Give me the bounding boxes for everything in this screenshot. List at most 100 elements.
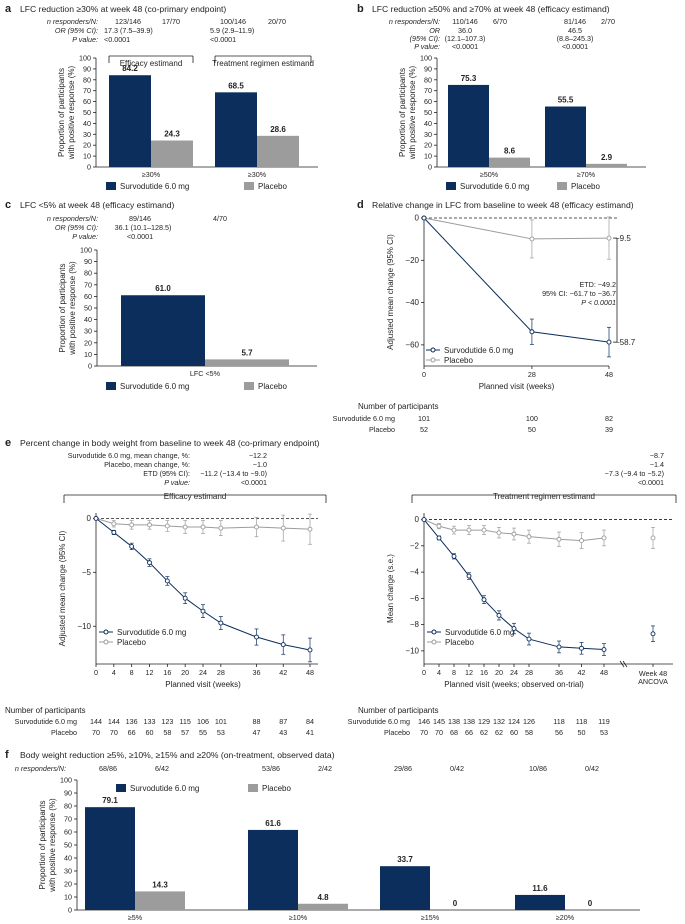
y-tick-label-a: 80 [83, 75, 91, 84]
data-point-survodutide-e-left [111, 529, 117, 535]
participants-count-e-left: 47 [253, 728, 261, 737]
participants-count-e-left: 115 [179, 717, 190, 726]
x-category-label-f: ≥15% [421, 913, 440, 922]
stat-f-responders-placebo: 0/42 [450, 764, 464, 773]
x-tick-label-e-left: 48 [306, 668, 314, 677]
x-axis-title-d: Planned visit (weeks) [479, 382, 555, 391]
participants-count-e-right: 132 [493, 717, 505, 726]
stat-f-responders-drug: 53/86 [262, 764, 280, 773]
bar-survodutide-b [448, 84, 489, 167]
x-category-label-b: ≥50% [480, 170, 499, 179]
panel-letter-b: b [357, 3, 364, 15]
x-category-label-f: ≥20% [556, 913, 575, 922]
x-category-label-a: ≥30% [248, 170, 267, 179]
legend-swatch-placebo [557, 182, 567, 190]
stat-row-label-c: n responders/N: [47, 214, 98, 223]
data-point-survodutide-e-left [129, 543, 135, 549]
participants-count-e-right: 70 [435, 728, 443, 737]
legend-marker-placebo [431, 639, 437, 645]
stat-f-responders-drug: 29/86 [394, 764, 412, 773]
y-axis-title-a: Proportion of participants [57, 68, 66, 157]
participants-count-e-left: 43 [279, 728, 287, 737]
x-tick-label-e-right: 4 [437, 668, 441, 677]
y-tick-label-f: 100 [60, 776, 72, 785]
x-tick-label-e-right: 20 [495, 668, 503, 677]
x-tick-label-e-right: 48 [600, 668, 608, 677]
y-tick-label-b: 50 [424, 108, 432, 117]
x-tick-label-e-right: 42 [578, 668, 586, 677]
y-tick-label-f: 0 [68, 906, 72, 915]
participants-count-e-left: 41 [306, 728, 314, 737]
y-tick-label-a: 100 [79, 54, 91, 63]
summary-row-label-e: P value: [164, 478, 190, 487]
panel-letter-c: c [5, 199, 11, 211]
bar-value-label-c: 5.7 [241, 348, 253, 357]
x-tick-label-e-right: 36 [555, 668, 563, 677]
participants-count-e-right: 126 [523, 717, 535, 726]
data-point-placebo-e-left [164, 523, 170, 529]
y-tick-label-f: 60 [64, 828, 72, 837]
y-tick-label-b: 90 [424, 64, 432, 73]
stat-b-responders-placebo-2: 2/70 [601, 17, 615, 26]
stat-b-ci-1: (12.1–107.3) [445, 34, 486, 43]
x-tick-label-ancova-2: ANCOVA [638, 677, 668, 686]
summary-regimen-value: −1.4 [650, 460, 664, 469]
summary-regimen-value: <0.0001 [638, 478, 664, 487]
stat-row-label-a: n responders/N: [47, 17, 98, 26]
y-tick-label-c: 0 [88, 362, 92, 371]
y-axis-title-f-line2: with positive response (%) [48, 798, 57, 893]
bar-value-label-f: 0 [588, 899, 593, 908]
bar-value-label-a: 84.2 [122, 64, 138, 73]
x-tick-label-d: 48 [605, 370, 613, 379]
y-tick-label-e-right: −6 [410, 594, 420, 603]
y-tick-label-e-right: −4 [410, 568, 420, 577]
legend-label-survodutide: Survodutide 6.0 mg [445, 628, 514, 637]
participants-count-e-right: 129 [478, 717, 490, 726]
stat-row-label-c: OR (95% CI): [55, 223, 98, 232]
bar-survodutide-f [85, 807, 135, 910]
participants-count-e-right: 119 [598, 717, 609, 726]
axis-break-mark [622, 660, 628, 668]
bar-value-label-b: 55.5 [558, 96, 574, 105]
panel-title-f: Body weight reduction ≥5%, ≥10%, ≥15% an… [20, 750, 335, 760]
y-axis-title-b: Proportion of participants [398, 68, 407, 157]
summary-efficacy-value: −12.2 [249, 451, 267, 460]
participants-count-e-left: 144 [108, 717, 120, 726]
stat-c-or: 36.1 (10.1–128.5) [115, 223, 172, 232]
y-tick-label-c: 30 [84, 327, 92, 336]
x-tick-label-d: 0 [422, 370, 426, 379]
data-point-placebo-e-right [466, 527, 472, 533]
participants-count-e-left: 60 [146, 728, 154, 737]
stat-a-or-1: 17.3 (7.5–39.9) [104, 26, 153, 35]
data-point-survodutide-e-right [451, 553, 457, 559]
y-tick-label-a: 20 [83, 141, 91, 150]
stat-f-responders-placebo: 6/42 [155, 764, 169, 773]
legend-label-survodutide: Survodutide 6.0 mg [130, 784, 199, 793]
y-tick-label-c: 70 [84, 280, 92, 289]
participants-count-e-right: 118 [553, 717, 564, 726]
y-tick-label-c: 80 [84, 269, 92, 278]
x-tick-label-e-left: 20 [181, 668, 189, 677]
data-point-placebo-e-left [111, 521, 117, 527]
stat-f-responders-placebo: 0/42 [585, 764, 599, 773]
stat-row-label-b: P value: [414, 42, 440, 51]
participants-row-label-e-left: Placebo [51, 728, 77, 737]
data-point-placebo-e-left [280, 525, 286, 531]
data-point-placebo-e-right [436, 523, 442, 529]
panel-title-a: LFC reduction ≥30% at week 48 (co-primar… [20, 4, 226, 14]
data-point-survodutide-e-left [164, 578, 170, 584]
participants-count-e-left: 70 [92, 728, 100, 737]
data-point-placebo-e-right [496, 530, 502, 536]
participants-count-d: 101 [418, 414, 430, 423]
participants-count-e-right: 124 [508, 717, 520, 726]
bar-placebo-b [586, 163, 627, 167]
participants-count-e-right: 62 [480, 728, 488, 737]
stat-row-label-b: n responders/N: [389, 17, 440, 26]
y-tick-label-b: 20 [424, 141, 432, 150]
data-point-placebo-e-right [526, 534, 532, 540]
y-tick-label-b: 60 [424, 97, 432, 106]
participants-count-e-left: 58 [163, 728, 171, 737]
x-tick-label-e-right: 28 [525, 668, 533, 677]
y-tick-label-d: 0 [415, 214, 420, 223]
